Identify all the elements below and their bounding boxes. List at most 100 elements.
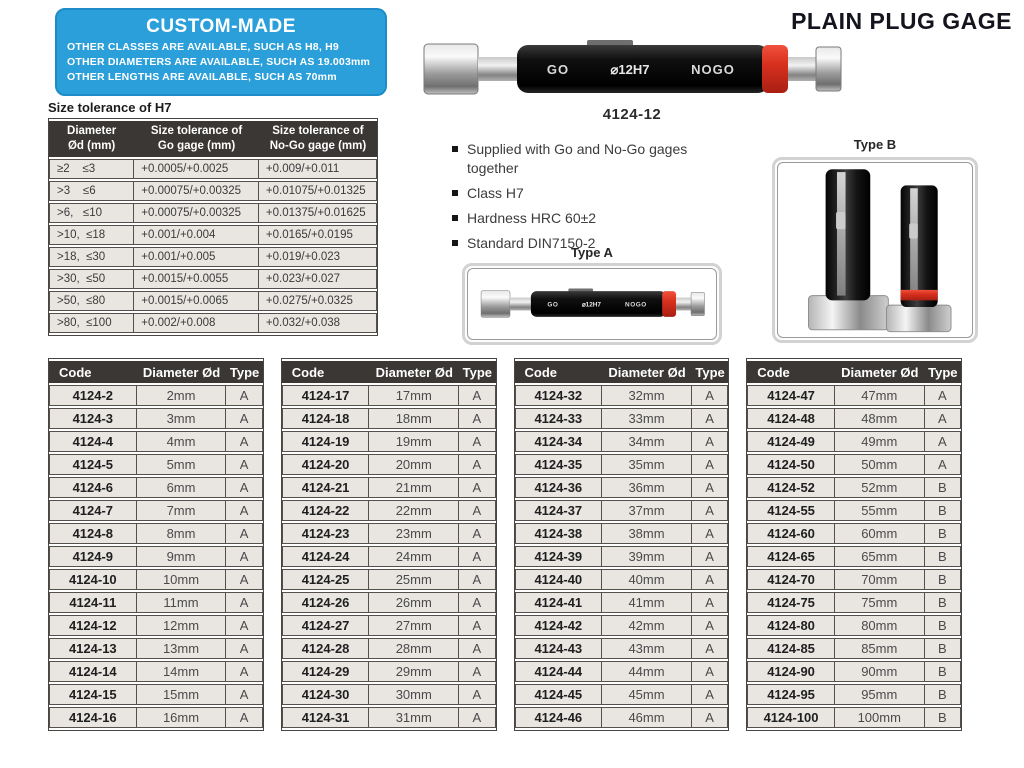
table-cell: 75mm	[834, 592, 925, 613]
table-cell: 4124-8	[49, 523, 137, 544]
table-row: 4124-35 35mm A	[514, 454, 729, 475]
table-row: >80, ≤100 +0.002/+0.008 +0.032/+0.038	[49, 312, 377, 333]
table-cell: 4124-10	[49, 569, 137, 590]
table-cell: 4124-29	[281, 661, 370, 682]
table-cell: 4124-41	[514, 592, 603, 613]
table-cell: +0.01075/+0.01325	[258, 180, 377, 201]
feature-text: Supplied with Go and No-Go gages togethe…	[467, 141, 688, 176]
feature-list: Supplied with Go and No-Go gages togethe…	[452, 140, 702, 258]
go-gage-shaft	[478, 57, 518, 81]
table-cell: 25mm	[369, 569, 460, 590]
table-cell: >3 ≤6	[49, 180, 135, 201]
table-row: 4124-49 49mm A	[747, 431, 961, 452]
feature-item: Supplied with Go and No-Go gages togethe…	[452, 140, 702, 178]
table-cell: 8mm	[136, 523, 227, 544]
table-header-row: Code Diameter Ød Type	[747, 361, 961, 383]
table-row: >3 ≤6 +0.00075/+0.00325 +0.01075/+0.01325	[49, 180, 377, 201]
table-row: 4124-2 2mm A	[49, 385, 263, 406]
table-cell: 35mm	[602, 454, 692, 475]
column-header: Diameter Ød	[834, 361, 925, 383]
table-cell: 4124-40	[514, 569, 603, 590]
table-row: 4124-15 15mm A	[49, 684, 263, 705]
table-cell: 26mm	[369, 592, 460, 613]
table-cell: 32mm	[602, 385, 692, 406]
table-cell: 27mm	[369, 615, 460, 636]
table-cell: 4124-11	[49, 592, 137, 613]
table-cell: 4124-18	[281, 408, 370, 429]
table-cell: 43mm	[602, 638, 692, 659]
column-header: Type	[459, 361, 496, 383]
table-cell: A	[226, 546, 263, 567]
gage-body	[900, 185, 938, 307]
table-cell: 4124-30	[281, 684, 370, 705]
type-b-gage-graphic	[808, 169, 952, 333]
table-row: 4124-85 85mm B	[747, 638, 961, 659]
column-header: Diameter Ød	[369, 361, 460, 383]
table-cell: A	[226, 707, 263, 728]
column-header: Type	[691, 361, 729, 383]
code-table-2: Code Diameter Ød Type 4124-17 17mm A 4124-18 1…	[280, 358, 497, 731]
bullet-icon	[452, 146, 458, 152]
table-cell: 4124-23	[281, 523, 370, 544]
table-cell: 4124-47	[747, 385, 835, 406]
table-row: 4124-40 40mm A	[514, 569, 729, 590]
table-row: 4124-14 14mm A	[49, 661, 263, 682]
table-cell: 4124-28	[281, 638, 370, 659]
table-cell: A	[226, 615, 263, 636]
table-cell: +0.001/+0.005	[134, 246, 259, 267]
table-cell: 50mm	[834, 454, 925, 475]
table-cell: +0.023/+0.027	[258, 268, 377, 289]
table-cell: A	[691, 615, 729, 636]
column-header: Diameter Ød	[602, 361, 692, 383]
table-row: >18, ≤30 +0.001/+0.005 +0.019/+0.023	[49, 246, 377, 267]
column-header: Type	[924, 361, 961, 383]
nogo-label: NOGO	[625, 302, 647, 309]
table-cell: A	[226, 408, 263, 429]
table-cell: 19mm	[369, 431, 460, 452]
table-row: 4124-47 47mm A	[747, 385, 961, 406]
table-cell: 4124-35	[514, 454, 603, 475]
table-cell: B	[924, 569, 961, 590]
bullet-icon	[452, 239, 458, 246]
table-cell: 95mm	[834, 684, 925, 705]
table-row: 4124-13 13mm A	[49, 638, 263, 659]
table-cell: A	[691, 385, 729, 406]
table-cell: 4124-15	[49, 684, 137, 705]
table-cell: 47mm	[834, 385, 925, 406]
table-row: 4124-65 65mm B	[747, 546, 961, 567]
label-plate	[909, 223, 918, 239]
table-cell: B	[924, 477, 961, 498]
table-row: 4124-6 6mm A	[49, 477, 263, 498]
table-cell: +0.002/+0.008	[134, 312, 259, 333]
table-row: 4124-48 48mm A	[747, 408, 961, 429]
table-row: 4124-52 52mm B	[747, 477, 961, 498]
table-cell: 14mm	[136, 661, 227, 682]
table-cell: 4124-9	[49, 546, 137, 567]
table-row: 4124-17 17mm A	[281, 385, 496, 406]
table-cell: A	[691, 454, 729, 475]
table-cell: 3mm	[136, 408, 227, 429]
table-cell: A	[459, 454, 496, 475]
table-cell: A	[226, 638, 263, 659]
table-cell: 15mm	[136, 684, 227, 705]
table-cell: +0.032/+0.038	[258, 312, 377, 333]
table-cell: A	[691, 684, 729, 705]
table-cell: >30, ≤50	[49, 268, 135, 289]
type-b-image-box	[772, 157, 978, 343]
table-cell: 4124-6	[49, 477, 137, 498]
table-row: 4124-16 16mm A	[49, 707, 263, 728]
table-cell: A	[691, 592, 729, 613]
table-row: 4124-46 46mm A	[514, 707, 729, 728]
table-cell: 38mm	[602, 523, 692, 544]
table-cell: 46mm	[602, 707, 692, 728]
table-row: >6, ≤10 +0.00075/+0.00325 +0.01375/+0.0162…	[49, 202, 377, 223]
table-cell: 4124-7	[49, 500, 137, 521]
custom-made-line: OTHER CLASSES ARE AVAILABLE, SUCH AS H8,…	[67, 41, 339, 53]
table-cell: +0.019/+0.023	[258, 246, 377, 267]
table-cell: 44mm	[602, 661, 692, 682]
go-label: GO	[547, 62, 569, 77]
table-cell: 4124-52	[747, 477, 835, 498]
table-row: 4124-37 37mm A	[514, 500, 729, 521]
table-cell: 4124-100	[747, 707, 835, 728]
